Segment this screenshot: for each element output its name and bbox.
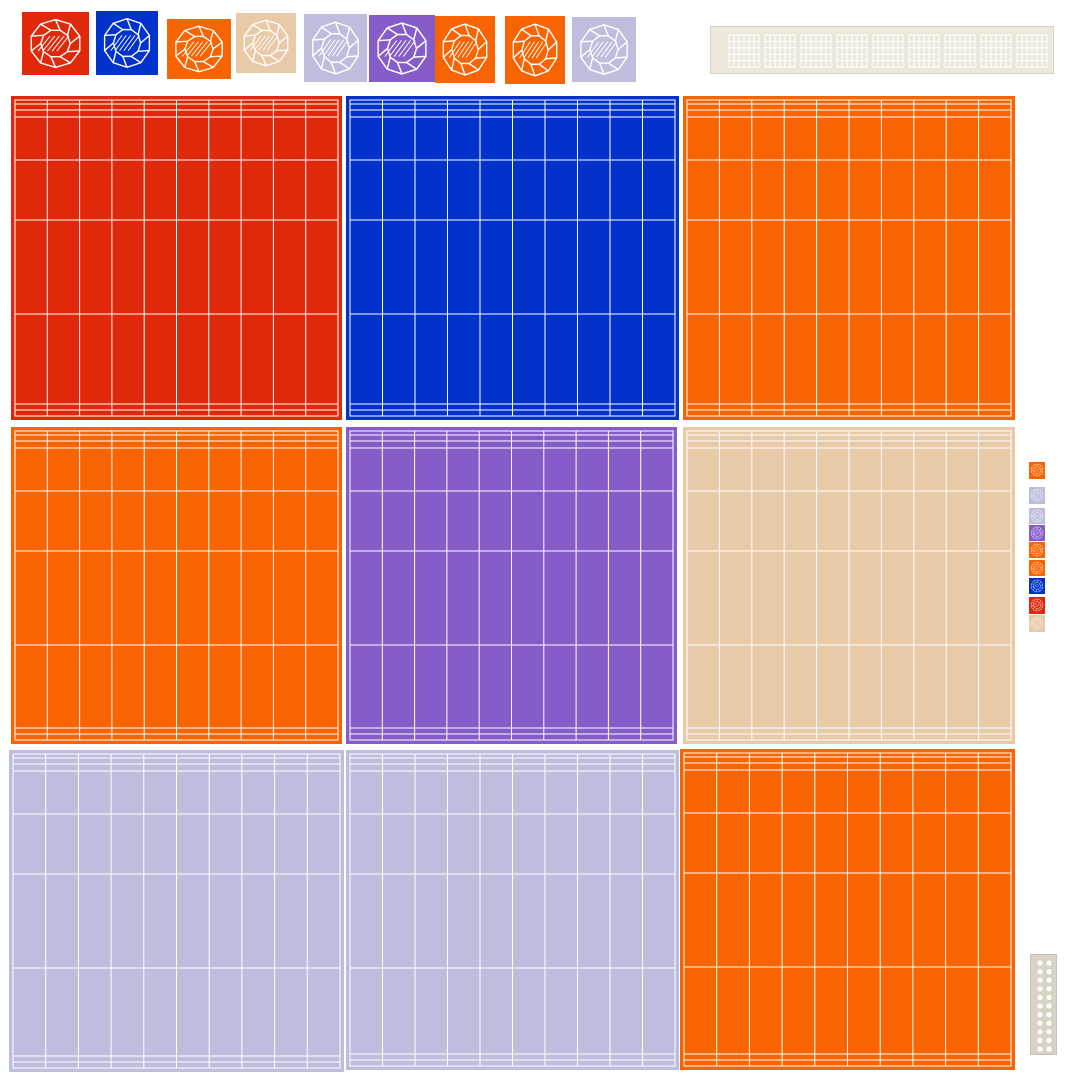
panel-grid-lines [14, 430, 339, 741]
gem-tile-2[interactable] [96, 11, 158, 75]
mini-tile-7[interactable] [1029, 578, 1045, 594]
gem-tile-3[interactable] [167, 19, 231, 79]
panel-9[interactable] [680, 749, 1015, 1070]
gem-icon [1031, 561, 1043, 575]
panel-8[interactable] [346, 750, 679, 1070]
gem-icon [1031, 488, 1043, 502]
gem-icon [30, 18, 81, 69]
panel-3[interactable] [683, 96, 1015, 420]
panel-6[interactable] [683, 427, 1015, 744]
panel-grid-lines [349, 430, 674, 741]
gem-icon [1031, 463, 1043, 477]
mini-tile-5[interactable] [1029, 542, 1045, 558]
gem-icon [1031, 543, 1043, 557]
mini-tile-4[interactable] [1029, 525, 1045, 541]
gem-icon [175, 25, 223, 73]
gem-tile-5[interactable] [304, 14, 367, 82]
mini-tile-9[interactable] [1029, 615, 1045, 632]
dots-pattern [1037, 960, 1052, 1052]
gem-tile-6[interactable] [369, 15, 435, 82]
gem-tile-7[interactable] [435, 16, 495, 83]
panel-grid-lines [686, 430, 1012, 741]
panel-grid-lines [683, 752, 1012, 1067]
panel-7[interactable] [9, 750, 344, 1072]
panel-grid-lines [14, 99, 339, 417]
gem-icon [442, 23, 488, 76]
gem-icon [1031, 526, 1043, 540]
strip-grid [728, 34, 1048, 68]
mini-tile-6[interactable] [1029, 560, 1045, 576]
panel-4[interactable] [11, 427, 342, 744]
gem-icon [512, 23, 558, 77]
panel-1[interactable] [11, 96, 342, 420]
panel-2[interactable] [346, 96, 679, 420]
gem-icon [1031, 616, 1043, 630]
panel-5[interactable] [346, 427, 677, 744]
panel-grid-lines [349, 753, 676, 1067]
gem-tile-1[interactable] [22, 12, 89, 75]
gem-icon [580, 24, 628, 75]
gem-icon [1031, 598, 1043, 612]
gem-tile-9[interactable] [572, 17, 636, 82]
thumbnail-strip [710, 26, 1054, 74]
mini-tile-3[interactable] [1029, 508, 1045, 524]
panel-grid-lines [12, 753, 341, 1069]
gem-icon [312, 21, 359, 75]
gem-tile-8[interactable] [505, 16, 565, 84]
gem-icon [1031, 579, 1043, 593]
gem-tile-4[interactable] [236, 13, 296, 73]
mini-tile-8[interactable] [1029, 597, 1045, 614]
panel-grid-lines [349, 99, 676, 417]
mini-tile-1[interactable] [1029, 462, 1045, 479]
gem-icon [243, 19, 289, 67]
gem-icon [1031, 509, 1043, 523]
dots-strip [1030, 954, 1057, 1055]
mini-tile-2[interactable] [1029, 487, 1045, 504]
panel-grid-lines [686, 99, 1012, 417]
gem-icon [377, 22, 427, 75]
gem-icon [103, 17, 151, 69]
